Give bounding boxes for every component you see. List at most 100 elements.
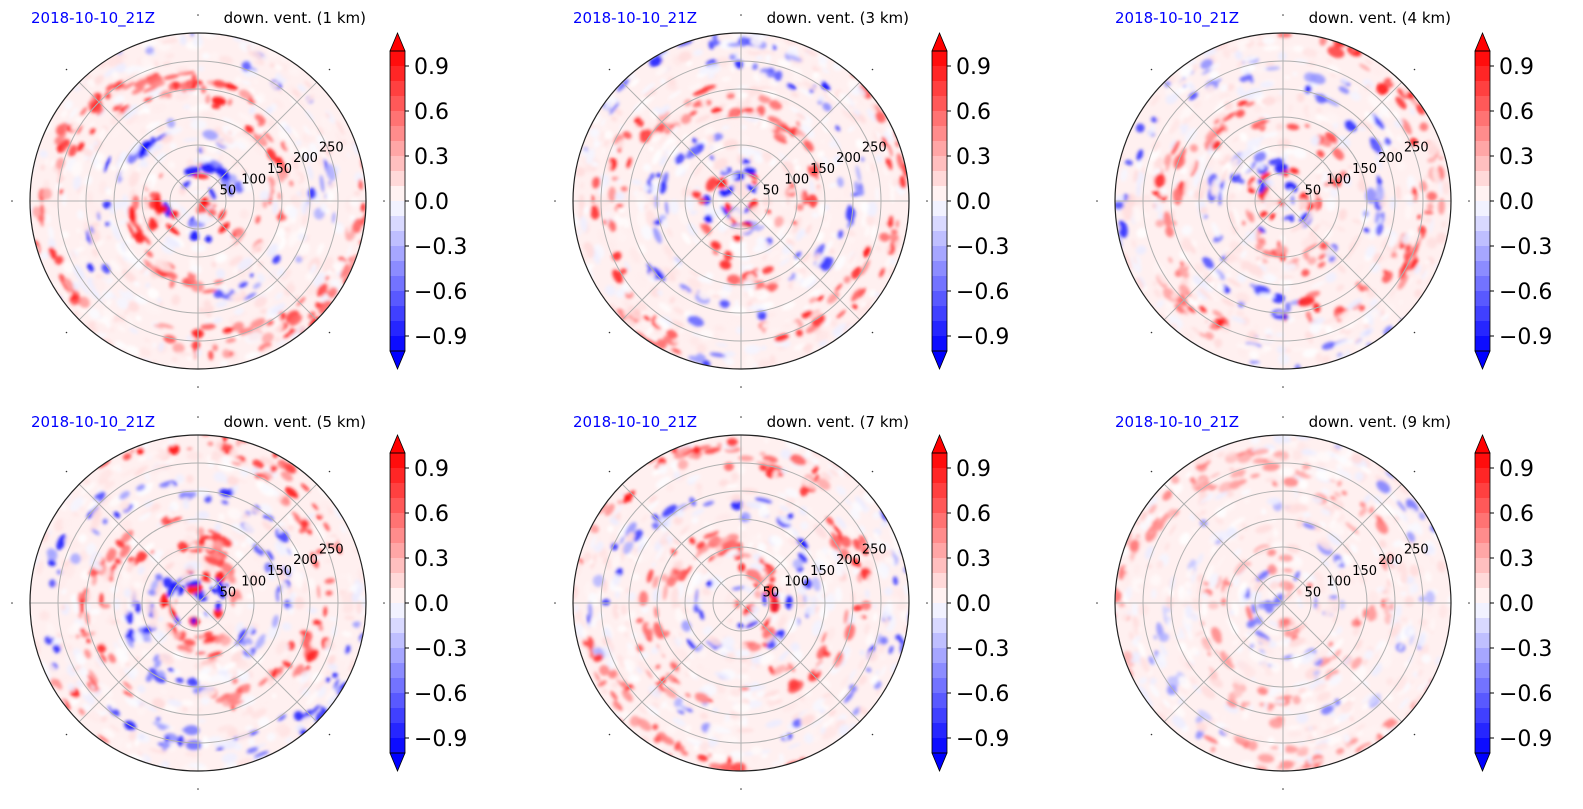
colorbar-segment bbox=[1475, 156, 1490, 172]
colorbar-segment bbox=[390, 483, 405, 499]
colorbar-segment bbox=[932, 648, 947, 664]
colorbar-tick-label: −0.3 bbox=[414, 235, 467, 260]
colorbar-segment bbox=[932, 51, 947, 67]
colorbar-segment bbox=[1475, 498, 1490, 514]
theta-grid-line bbox=[1282, 602, 1403, 723]
theta-grid-line bbox=[1163, 81, 1284, 202]
colorbar-segment bbox=[932, 111, 947, 127]
theta-tick bbox=[1282, 416, 1284, 418]
colorbar-extend-max bbox=[931, 433, 948, 454]
theta-tick bbox=[328, 470, 331, 473]
theta-tick bbox=[328, 331, 331, 334]
r-tick-label: 100 bbox=[241, 575, 266, 590]
colorbar-segment bbox=[932, 573, 947, 589]
r-tick-label: 250 bbox=[862, 140, 887, 155]
colorbar-segment bbox=[390, 231, 405, 247]
theta-tick bbox=[65, 733, 68, 736]
colorbar-segment bbox=[390, 618, 405, 634]
colorbar-extend-min bbox=[931, 350, 948, 371]
colorbar-tick-label: 0.3 bbox=[956, 547, 991, 572]
heatmap-field bbox=[573, 33, 909, 369]
theta-tick bbox=[1282, 386, 1284, 388]
colorbar-tick-label: −0.3 bbox=[1499, 235, 1552, 260]
colorbar-segment bbox=[1475, 186, 1490, 202]
colorbar-segment bbox=[390, 51, 405, 67]
colorbar-tick-label: 0.0 bbox=[1499, 592, 1534, 617]
colorbar-segment bbox=[390, 261, 405, 277]
colorbar-segment bbox=[390, 96, 405, 112]
colorbar-segment bbox=[932, 261, 947, 277]
colorbar-tick-label: −0.6 bbox=[414, 280, 467, 305]
theta-tick bbox=[65, 331, 68, 334]
r-tick-label: 200 bbox=[836, 553, 861, 568]
colorbar-tick-label: 0.3 bbox=[956, 145, 991, 170]
colorbar-tick-label: −0.6 bbox=[1499, 280, 1552, 305]
colorbar-segment bbox=[1475, 336, 1490, 352]
colorbar-extend-min bbox=[1474, 752, 1491, 773]
theta-tick bbox=[740, 416, 742, 418]
colorbar-segment bbox=[932, 156, 947, 172]
colorbar-tick-label: −0.6 bbox=[1499, 682, 1552, 707]
colorbar-segment bbox=[932, 453, 947, 469]
theta-tick bbox=[11, 200, 13, 202]
panel-title: down. vent. (3 km) bbox=[767, 9, 909, 27]
colorbar-segment bbox=[390, 111, 405, 127]
colorbar-segment bbox=[1475, 513, 1490, 529]
colorbar-segment bbox=[390, 321, 405, 337]
colorbar-extend-min bbox=[1474, 350, 1491, 371]
colorbar-segment bbox=[1475, 558, 1490, 574]
panel-date-label: 2018-10-10_21Z bbox=[1115, 413, 1239, 432]
colorbar-segment bbox=[932, 336, 947, 352]
polar-grid bbox=[30, 33, 366, 369]
colorbar-segment bbox=[1475, 171, 1490, 187]
colorbar-segment bbox=[1475, 723, 1490, 739]
colorbar-segment bbox=[390, 171, 405, 187]
theta-tick bbox=[197, 416, 199, 418]
theta-grid-line bbox=[197, 81, 318, 202]
theta-tick bbox=[926, 200, 928, 202]
colorbar-extend-min bbox=[389, 752, 406, 773]
colorbar-extend-max bbox=[389, 31, 406, 52]
colorbar-segment bbox=[932, 171, 947, 187]
colorbar-segment bbox=[1475, 588, 1490, 604]
r-tick-label: 100 bbox=[1326, 575, 1351, 590]
colorbar-segment bbox=[932, 663, 947, 679]
colorbar-segment bbox=[1475, 201, 1490, 217]
polar-frame bbox=[1114, 434, 1452, 772]
colorbar-segment bbox=[390, 468, 405, 484]
colorbar-tick-label: −0.9 bbox=[956, 727, 1009, 752]
colorbar-segment bbox=[390, 603, 405, 619]
colorbar-segment bbox=[390, 663, 405, 679]
colorbar-tick-label: 0.6 bbox=[1499, 502, 1534, 527]
colorbar-segment bbox=[1475, 291, 1490, 307]
colorbar-segment bbox=[1475, 66, 1490, 82]
colorbar-segment bbox=[932, 291, 947, 307]
colorbar-segment bbox=[932, 633, 947, 649]
r-tick-label: 50 bbox=[763, 585, 780, 600]
heatmap-field bbox=[573, 435, 909, 771]
colorbar-tick-label: −0.6 bbox=[956, 682, 1009, 707]
colorbar-segment bbox=[932, 231, 947, 247]
r-tick-label: 50 bbox=[763, 183, 780, 198]
panel-date-label: 2018-10-10_21Z bbox=[573, 413, 697, 432]
colorbar-segment bbox=[932, 468, 947, 484]
colorbar-segment bbox=[1475, 111, 1490, 127]
colorbar-segment bbox=[1475, 708, 1490, 724]
r-tick-label: 100 bbox=[784, 575, 809, 590]
colorbar-segment bbox=[390, 528, 405, 544]
r-tick-label: 250 bbox=[319, 140, 344, 155]
colorbar-segment bbox=[1475, 543, 1490, 559]
theta-tick bbox=[197, 386, 199, 388]
theta-grid-line bbox=[1282, 81, 1403, 202]
theta-grid-line bbox=[1163, 602, 1284, 723]
colorbar-segment bbox=[1475, 321, 1490, 337]
theta-tick bbox=[1468, 200, 1470, 202]
colorbar-segment bbox=[1475, 648, 1490, 664]
colorbar-segment bbox=[932, 81, 947, 97]
colorbar-segment bbox=[932, 141, 947, 157]
theta-grid-line bbox=[1282, 200, 1403, 321]
colorbar: 0.9 0.6 0.3 0.0 −0.3 −0.6 −0.9 bbox=[389, 433, 467, 773]
theta-tick bbox=[197, 788, 199, 790]
colorbar-segment bbox=[390, 558, 405, 574]
theta-tick bbox=[197, 14, 199, 16]
